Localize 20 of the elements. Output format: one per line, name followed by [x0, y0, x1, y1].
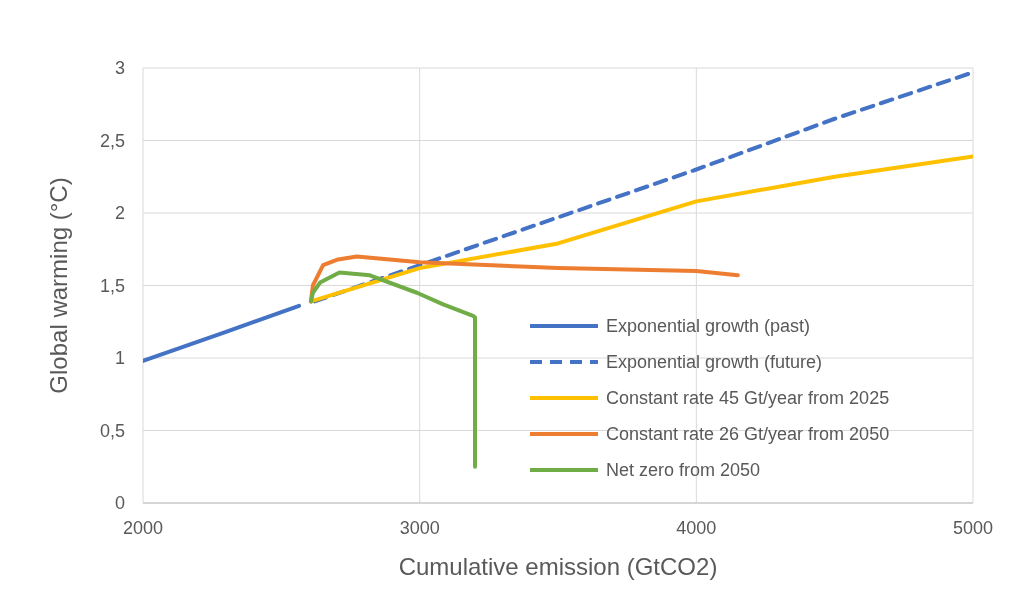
legend-label: Constant rate 26 Gt/year from 2050	[606, 423, 890, 445]
x-tick-label: 2000	[122, 517, 164, 538]
y-tick-label: 1,5	[99, 275, 125, 296]
y-axis-title: Global warming (°C)	[44, 177, 72, 394]
legend-label: Exponential growth (past)	[606, 315, 811, 337]
y-tick-label: 1	[114, 348, 125, 369]
y-tick-label: 2	[114, 203, 125, 224]
y-tick-label: 2,5	[99, 130, 125, 151]
x-tick-label: 4000	[676, 517, 717, 538]
legend-label: Exponential growth (future)	[606, 351, 823, 373]
legend-label: Constant rate 45 Gt/year from 2025	[606, 387, 890, 409]
y-tick-label: 0,5	[99, 420, 125, 441]
x-axis-title: Cumulative emission (GtCO2)	[398, 553, 718, 580]
x-tick-label: 5000	[952, 517, 994, 538]
line-series	[312, 70, 973, 304]
line-series	[308, 270, 477, 469]
y-tick-label: 0	[114, 493, 125, 514]
y-tick-label: 3	[114, 58, 125, 79]
x-tick-label: 3000	[399, 517, 440, 538]
legend-label: Net zero from 2050	[606, 459, 761, 481]
